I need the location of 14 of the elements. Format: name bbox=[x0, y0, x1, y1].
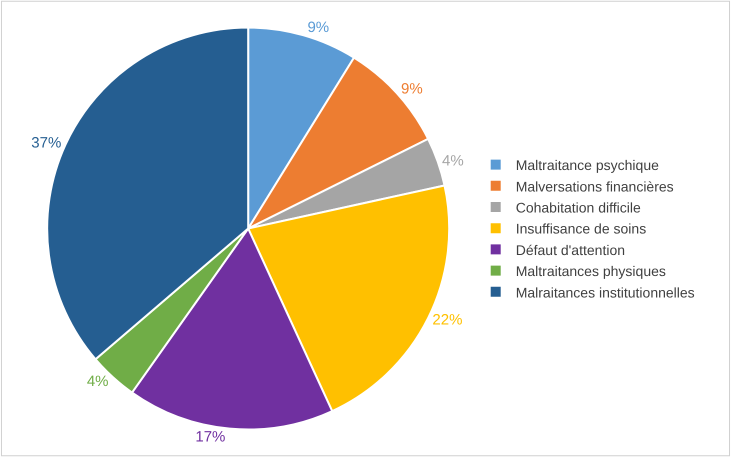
data-label: 4% bbox=[442, 152, 464, 170]
legend-label: Insuffisance de soins bbox=[516, 220, 646, 237]
legend-label: Malraitances institutionnelles bbox=[516, 284, 695, 300]
data-label: 37% bbox=[31, 134, 62, 152]
legend-label: Maltraitance psychique bbox=[516, 157, 660, 174]
data-label: 22% bbox=[432, 311, 462, 328]
data-label: 9% bbox=[307, 18, 330, 36]
data-label: 4% bbox=[86, 373, 109, 390]
legend-label: Malversations financières bbox=[516, 178, 674, 194]
legend-label: Défaut d'attention bbox=[516, 242, 626, 258]
data-label: 17% bbox=[195, 428, 226, 446]
data-label: 9% bbox=[400, 80, 423, 98]
legend-label: Maltraitances physiques bbox=[516, 263, 666, 280]
legend-label: Cohabitation difficile bbox=[516, 199, 641, 216]
